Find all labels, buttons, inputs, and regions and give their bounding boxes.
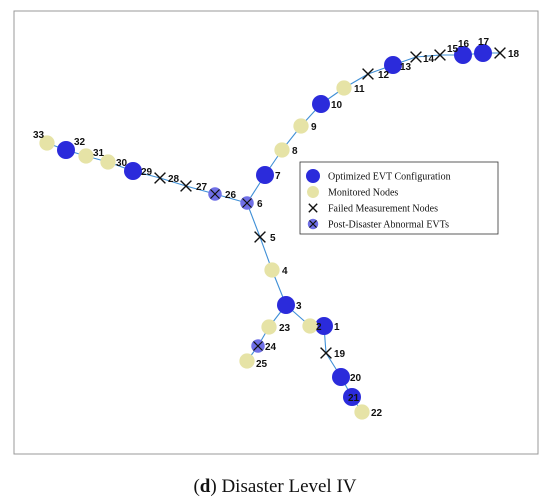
node-32-evt bbox=[57, 141, 75, 159]
node-label: 9 bbox=[311, 122, 317, 133]
legend-box bbox=[299, 161, 499, 235]
node-label: 1 bbox=[334, 322, 340, 333]
node-label: 4 bbox=[282, 266, 288, 277]
node-label: 6 bbox=[257, 199, 263, 210]
node-label: 30 bbox=[116, 158, 128, 169]
node-label: 23 bbox=[279, 323, 291, 334]
plot-frame bbox=[13, 10, 539, 455]
node-label: 11 bbox=[354, 84, 365, 95]
node-12-failed bbox=[362, 68, 374, 80]
node-14-failed bbox=[410, 51, 422, 63]
node-30-monitored bbox=[100, 154, 116, 170]
node-label: 24 bbox=[265, 342, 277, 353]
node-28-failed bbox=[154, 172, 166, 184]
node-label: 18 bbox=[508, 49, 520, 60]
node-18-failed bbox=[494, 47, 506, 59]
node-22-monitored bbox=[354, 404, 370, 420]
legend-marker-failed bbox=[308, 203, 318, 213]
node-20-evt bbox=[332, 368, 350, 386]
node-label: 32 bbox=[74, 137, 86, 148]
node-23-monitored bbox=[261, 319, 277, 335]
node-11-monitored bbox=[336, 80, 352, 96]
node-label: 13 bbox=[400, 62, 412, 73]
node-16-evt bbox=[454, 46, 472, 64]
caption-text: Disaster Level IV bbox=[221, 476, 356, 497]
node-label: 3 bbox=[296, 301, 302, 312]
caption-letter: d bbox=[200, 476, 211, 497]
node-15-failed bbox=[434, 49, 446, 61]
node-21-evt bbox=[343, 388, 361, 406]
node-label: 27 bbox=[196, 182, 208, 193]
node-label: 33 bbox=[33, 130, 45, 141]
legend-marker-evt bbox=[306, 169, 320, 183]
node-label: 12 bbox=[378, 70, 390, 81]
node-1-evt bbox=[315, 317, 333, 335]
node-label: 26 bbox=[225, 190, 237, 201]
node-label: 14 bbox=[423, 54, 435, 65]
legend-label-evt: Optimized EVT Configuration bbox=[328, 172, 451, 183]
legend-label-monitored: Monitored Nodes bbox=[328, 188, 398, 199]
legend-marker-abnormal bbox=[307, 218, 319, 230]
legend-label-abnormal: Post-Disaster Abnormal EVTs bbox=[328, 220, 449, 231]
node-3-evt bbox=[277, 296, 295, 314]
node-label: 15 bbox=[447, 44, 459, 55]
node-7-evt bbox=[256, 166, 274, 184]
node-10-evt bbox=[312, 95, 330, 113]
node-8-monitored bbox=[274, 142, 290, 158]
node-label: 22 bbox=[371, 408, 383, 419]
node-label: 2 bbox=[316, 322, 322, 333]
node-4-monitored bbox=[264, 262, 280, 278]
node-label: 21 bbox=[348, 393, 360, 404]
node-label: 19 bbox=[334, 349, 346, 360]
node-label: 28 bbox=[168, 174, 180, 185]
node-27-failed bbox=[180, 180, 192, 192]
node-13-evt bbox=[384, 56, 402, 74]
node-24-abnormal bbox=[251, 339, 265, 353]
node-5-failed bbox=[254, 231, 266, 243]
node-label: 29 bbox=[141, 167, 153, 178]
edge-27-28 bbox=[159, 177, 187, 187]
node-label: 31 bbox=[93, 148, 105, 159]
figure-caption: (d) Disaster Level IV bbox=[193, 476, 356, 497]
node-label: 8 bbox=[292, 146, 298, 157]
node-31-monitored bbox=[78, 148, 94, 164]
node-label: 17 bbox=[478, 37, 490, 48]
legend-label-failed: Failed Measurement Nodes bbox=[328, 204, 438, 215]
node-25-monitored bbox=[239, 353, 255, 369]
node-6-abnormal bbox=[240, 196, 254, 210]
node-9-monitored bbox=[293, 118, 309, 134]
node-label: 16 bbox=[458, 39, 470, 50]
node-2-monitored bbox=[302, 318, 318, 334]
node-label: 7 bbox=[275, 171, 281, 182]
node-label: 5 bbox=[270, 233, 276, 244]
legend: Optimized EVT Configuration Monitored Nod… bbox=[299, 161, 499, 235]
node-17-evt bbox=[474, 44, 492, 62]
edge-14-15 bbox=[415, 54, 441, 58]
node-label: 25 bbox=[256, 359, 268, 370]
node-label: 10 bbox=[331, 100, 343, 111]
node-19-failed bbox=[320, 347, 332, 359]
node-label: 20 bbox=[350, 373, 362, 384]
node-29-evt bbox=[124, 162, 142, 180]
node-33-monitored bbox=[39, 135, 55, 151]
legend-marker-monitored bbox=[307, 186, 319, 198]
node-26-abnormal bbox=[208, 187, 222, 201]
